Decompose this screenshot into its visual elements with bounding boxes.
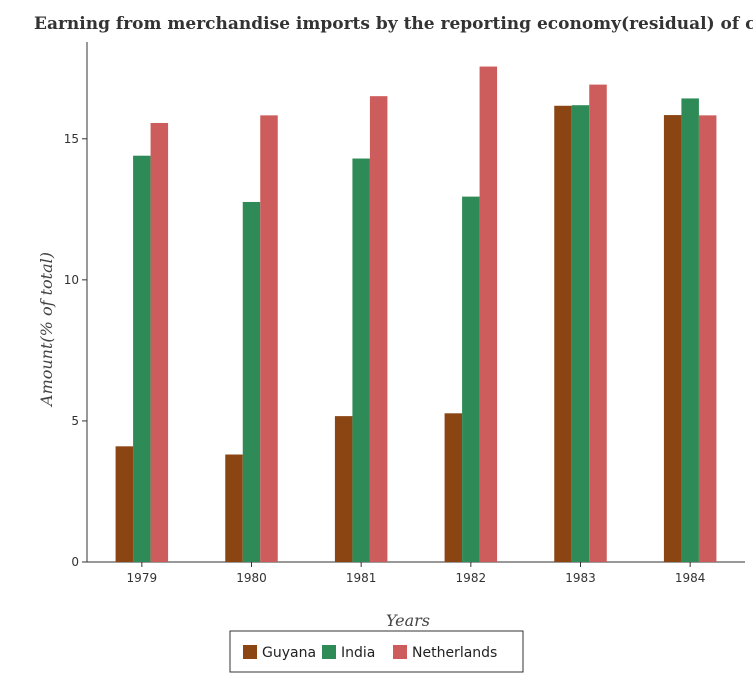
x-tick-label: 1979 [127,571,158,585]
y-tick-label: 0 [71,555,79,569]
x-tick-label: 1984 [675,571,706,585]
legend-box [229,630,524,673]
legend-label-guyana: Guyana [262,645,316,661]
legend-swatch-india [322,645,336,659]
bar-netherlands-1980 [260,115,278,563]
bar-india-1981 [352,158,370,562]
y-tick-label: 10 [64,273,79,287]
bar-guyana-1982 [444,413,463,562]
bar-india-1983 [571,105,590,563]
chart-title: Earning from merchandise imports by the … [34,14,753,34]
legend-swatch-netherlands [393,645,407,659]
x-tick-label: 1980 [236,571,267,585]
bar-india-1979 [133,155,151,562]
legend-label-netherlands: Netherlands [412,645,497,661]
bar-netherlands-1981 [369,96,388,562]
bar-netherlands-1979 [150,122,169,562]
bar-guyana-1984 [663,115,682,562]
legend: Guyana India Netherlands [229,630,524,673]
bar-netherlands-1984 [698,115,717,563]
legend-swatch-guyana [243,645,257,659]
bar-netherlands-1983 [589,84,607,563]
bar-india-1984 [681,98,699,562]
legend-label-india: India [341,645,375,661]
y-tick-label: 5 [71,414,79,428]
x-tick-label: 1982 [456,571,487,585]
bar-india-1980 [242,201,261,562]
bar-guyana-1983 [554,105,572,563]
bar-guyana-1981 [334,416,353,562]
y-axis-label: Amount(% of total) [37,252,56,408]
x-tick-label: 1983 [565,571,596,585]
bar-guyana-1979 [115,446,134,562]
bar-guyana-1980 [225,454,243,562]
x-tick-label: 1981 [346,571,377,585]
x-axis-label: Years [386,611,430,630]
y-tick-label: 15 [64,132,79,146]
plot-area: 0 5 10 15 1979 1980 1981 1982 1983 1984 [64,42,745,585]
bar-india-1982 [462,196,480,562]
bar-netherlands-1982 [479,66,498,562]
